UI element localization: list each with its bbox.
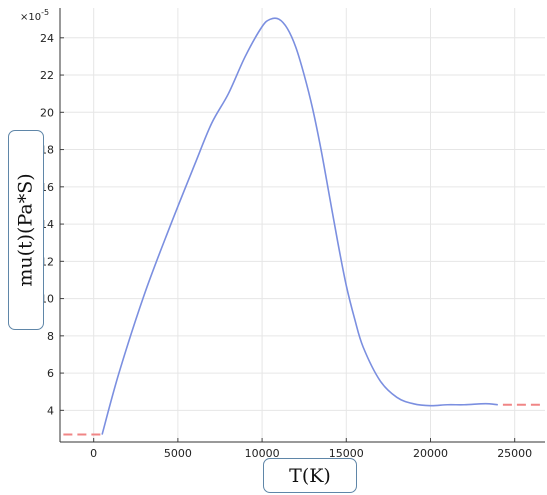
y-tick-label: 22 xyxy=(40,69,54,82)
grid xyxy=(60,8,545,442)
axes xyxy=(59,8,545,443)
y-multiplier-exponent: -5 xyxy=(41,8,49,17)
x-tick-label: 25000 xyxy=(497,447,532,460)
x-tick-label: 15000 xyxy=(329,447,364,460)
series-line xyxy=(101,17,498,435)
y-tick-label: 8 xyxy=(47,330,54,343)
x-tick-label: 5000 xyxy=(164,447,192,460)
y-multiplier-base: ×10 xyxy=(20,12,41,23)
x-tick-label: 20000 xyxy=(413,447,448,460)
y-axis-multiplier: ×10-5 xyxy=(20,8,49,23)
y-tick-label: 6 xyxy=(47,367,54,380)
x-tick-label: 0 xyxy=(90,447,97,460)
x-tick-label: 10000 xyxy=(245,447,280,460)
plot-area xyxy=(60,8,545,442)
y-tick-label: 24 xyxy=(40,32,54,45)
y-tick-label: 20 xyxy=(40,106,54,119)
x-axis-label-box: T(K) xyxy=(263,458,357,493)
y-axis-label: mu(t)(Pa*S) xyxy=(15,173,38,287)
series xyxy=(63,17,544,436)
y-axis-label-box: mu(t)(Pa*S) xyxy=(8,130,44,330)
y-tick-label: 4 xyxy=(47,404,54,417)
x-axis-label: T(K) xyxy=(289,464,331,487)
